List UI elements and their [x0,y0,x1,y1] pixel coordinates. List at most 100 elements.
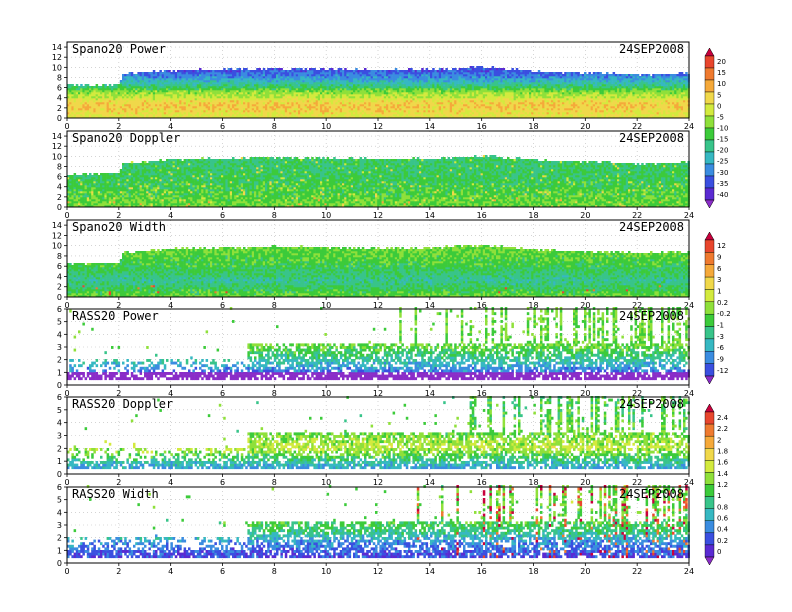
heatmap-cell [285,114,288,116]
heatmap-cell [144,94,147,96]
heatmap-cell [340,96,343,98]
heatmap-cell [298,82,301,84]
heatmap-cell [324,80,327,82]
heatmap-cell [316,70,319,72]
heatmap-cell [199,68,202,70]
heatmap-cell [503,104,506,106]
heatmap-cell [80,84,83,86]
heatmap-cell [373,104,376,106]
heatmap-cell [278,74,281,76]
heatmap-cell [443,88,446,90]
heatmap-cell [386,110,389,112]
heatmap-cell [232,108,235,110]
heatmap-cell [340,102,343,104]
heatmap-cell [318,110,321,112]
heatmap-cell [531,110,534,112]
heatmap-cell [366,112,369,114]
heatmap-cell [291,114,294,116]
heatmap-cell [298,108,301,110]
heatmap-cell [406,88,409,90]
heatmap-cell [423,92,426,94]
heatmap-cell [291,104,294,106]
heatmap-cell [338,94,341,96]
heatmap-cell [100,112,103,114]
heatmap-cell [241,102,244,104]
heatmap-cell [129,76,132,78]
heatmap-cell [287,110,290,112]
heatmap-cell [375,114,378,116]
heatmap-cell [109,102,112,104]
heatmap-cell [298,78,301,80]
heatmap-cell [404,100,407,102]
heatmap-cell [397,112,400,114]
heatmap-cell [241,92,244,94]
heatmap-cell [272,108,275,110]
heatmap-cell [463,106,466,108]
heatmap-cell [448,88,451,90]
heatmap-cell [393,106,396,108]
heatmap-cell [232,90,235,92]
heatmap-cell [375,82,378,84]
heatmap-cell [379,76,382,78]
heatmap-cell [159,106,162,108]
heatmap-cell [245,82,248,84]
heatmap-cell [133,74,136,76]
heatmap-cell [263,92,266,94]
heatmap-cell [71,92,74,94]
heatmap-cell [85,86,88,88]
heatmap-cell [184,106,187,108]
heatmap-cell [122,86,125,88]
heatmap-cell [82,90,85,92]
heatmap-cell [186,98,189,100]
heatmap-cell [252,84,255,86]
heatmap-cell [267,114,270,116]
heatmap-cell [525,102,528,104]
heatmap-cell [384,96,387,98]
heatmap-cell [225,106,228,108]
heatmap-cell [368,92,371,94]
heatmap-cell [228,106,231,108]
heatmap-cell [272,76,275,78]
heatmap-cell [78,110,81,112]
heatmap-cell [168,86,171,88]
heatmap-cell [155,100,158,102]
heatmap-cell [368,110,371,112]
heatmap-cell [168,74,171,76]
heatmap-cell [509,102,512,104]
heatmap-cell [285,106,288,108]
heatmap-cell [236,78,239,80]
heatmap-cell [428,100,431,102]
heatmap-cell [366,102,369,104]
heatmap-cell [276,106,279,108]
heatmap-cell [307,108,310,110]
heatmap-cell [131,92,134,94]
heatmap-cell [78,102,81,104]
heatmap-cell [322,104,325,106]
heatmap-cell [144,108,147,110]
heatmap-cell [179,102,182,104]
heatmap-cell [522,90,525,92]
heatmap-cell [329,100,332,102]
heatmap-cell [230,74,233,76]
heatmap-cell [245,114,248,116]
heatmap-cell [91,104,94,106]
heatmap-cell [472,70,475,72]
heatmap-cell [322,92,325,94]
heatmap-cell [131,90,134,92]
heatmap-cell [531,90,534,92]
heatmap-cell [452,76,455,78]
heatmap-cell [511,104,514,106]
heatmap-cell [318,86,321,88]
heatmap-cell [307,76,310,78]
heatmap-cell [276,74,279,76]
heatmap-cell [384,90,387,92]
heatmap-cell [234,86,237,88]
heatmap-cell [483,90,486,92]
heatmap-cell [421,104,424,106]
heatmap-cell [252,104,255,106]
heatmap-cell [454,70,457,72]
heatmap-cell [432,108,435,110]
heatmap-cell [430,112,433,114]
heatmap-cell [129,74,132,76]
heatmap-cell [412,88,415,90]
